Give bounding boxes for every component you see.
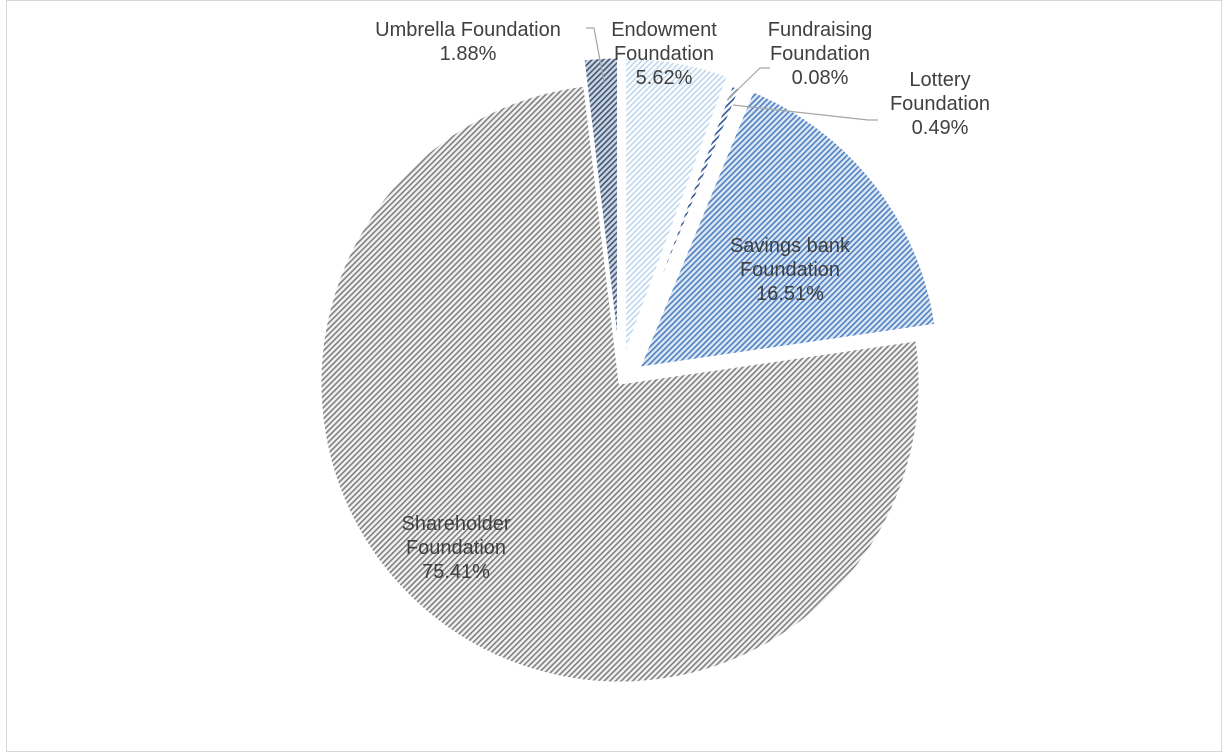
pie-slice-shareholder-foundation [318,83,922,685]
data-label-fundraising-foundation: Fundraising Foundation 0.08% [768,19,873,89]
data-label-umbrella-foundation: Umbrella Foundation 1.88% [375,19,561,65]
leader-line-umbrella-foundation [586,27,605,83]
data-label-lottery-foundation: Lottery Foundation 0.49% [890,69,990,139]
data-label-savings-bank-foundation: Savings bank Foundation 16.51% [730,235,851,305]
pie-slice-lottery-foundation [625,83,743,367]
pie-slice-savings-bank-foundation [636,88,938,371]
leader-line-fundraising-foundation [726,67,770,101]
leader-line-lottery-foundation [732,104,878,121]
data-label-shareholder-foundation: Shareholder Foundation 75.41% [402,513,511,583]
pie-slice-endowment-foundation [623,55,731,358]
data-label-endowment-foundation: Endowment Foundation 5.62% [611,19,717,89]
pie-slice-umbrella-foundation [581,55,620,358]
